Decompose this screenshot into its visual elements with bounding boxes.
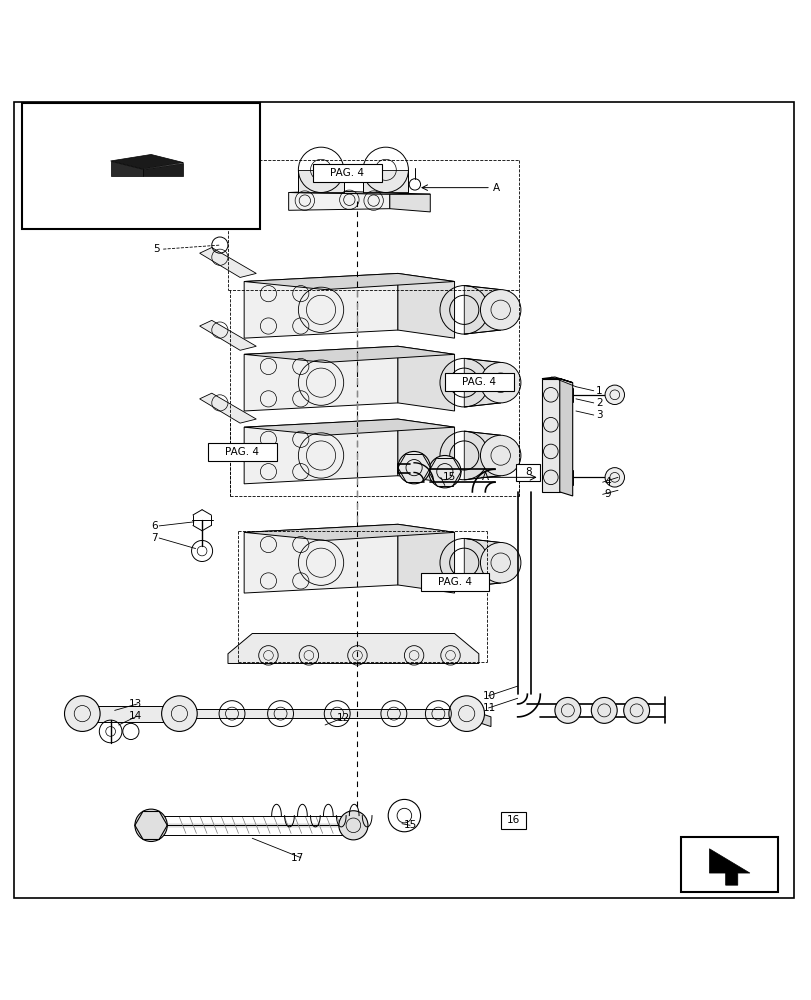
Bar [680, 837, 777, 892]
Text: 16: 16 [506, 815, 520, 825]
Text: 14: 14 [129, 711, 142, 721]
Polygon shape [709, 849, 749, 885]
Text: 2: 2 [595, 398, 602, 408]
Text: 6: 6 [151, 521, 157, 531]
Text: 4: 4 [603, 477, 610, 487]
Polygon shape [46, 188, 143, 213]
Bar [22, 103, 260, 229]
Circle shape [397, 451, 430, 484]
Text: 3: 3 [595, 410, 602, 420]
Circle shape [590, 697, 616, 723]
Circle shape [554, 697, 580, 723]
Bar [312, 164, 381, 182]
Circle shape [448, 696, 484, 731]
Text: A: A [482, 472, 488, 482]
Polygon shape [397, 273, 454, 338]
Polygon shape [143, 163, 183, 176]
Circle shape [480, 435, 521, 476]
Polygon shape [397, 524, 454, 593]
Bar [208, 443, 277, 461]
Polygon shape [200, 393, 256, 423]
Polygon shape [559, 379, 572, 496]
Polygon shape [179, 709, 466, 718]
Text: A: A [493, 183, 500, 193]
Circle shape [604, 468, 624, 487]
Polygon shape [90, 706, 179, 722]
Polygon shape [541, 377, 572, 383]
Polygon shape [288, 191, 430, 194]
Polygon shape [110, 161, 143, 176]
Polygon shape [143, 192, 232, 213]
Circle shape [338, 811, 367, 840]
Polygon shape [244, 273, 397, 338]
Polygon shape [244, 524, 397, 593]
Polygon shape [363, 170, 408, 192]
Polygon shape [228, 634, 478, 663]
Text: 11: 11 [483, 703, 496, 713]
Text: 15: 15 [442, 472, 455, 482]
Text: PAG. 4: PAG. 4 [461, 377, 496, 387]
Bar [501, 812, 525, 829]
Polygon shape [244, 524, 454, 540]
Polygon shape [200, 248, 256, 277]
Text: 17: 17 [290, 853, 304, 863]
Polygon shape [541, 379, 559, 492]
Circle shape [135, 809, 167, 841]
Polygon shape [397, 346, 454, 411]
Circle shape [604, 385, 624, 405]
Text: 1: 1 [595, 386, 602, 396]
Polygon shape [464, 431, 500, 480]
Polygon shape [389, 194, 430, 212]
Text: 5: 5 [153, 244, 160, 254]
Text: PAG. 4: PAG. 4 [437, 577, 471, 587]
Circle shape [428, 455, 461, 488]
Circle shape [623, 697, 649, 723]
Circle shape [64, 696, 100, 731]
Polygon shape [244, 346, 454, 362]
Polygon shape [200, 320, 256, 350]
Polygon shape [288, 192, 389, 210]
Text: 9: 9 [603, 489, 610, 499]
Polygon shape [298, 170, 343, 192]
Polygon shape [464, 358, 500, 407]
Polygon shape [466, 709, 491, 727]
Bar [444, 373, 513, 391]
Polygon shape [244, 419, 454, 435]
Circle shape [161, 696, 197, 731]
Text: 7: 7 [151, 533, 157, 543]
Circle shape [480, 542, 521, 583]
Circle shape [480, 290, 521, 330]
Bar [516, 464, 539, 481]
Text: 8: 8 [524, 467, 531, 477]
Polygon shape [244, 273, 454, 290]
Polygon shape [464, 286, 500, 334]
Polygon shape [244, 419, 397, 484]
Bar [420, 573, 489, 591]
Polygon shape [397, 419, 454, 484]
Polygon shape [464, 538, 500, 587]
Circle shape [480, 362, 521, 403]
Text: PAG. 4: PAG. 4 [225, 447, 259, 457]
Text: 12: 12 [337, 713, 350, 723]
Polygon shape [46, 176, 232, 205]
Polygon shape [110, 154, 183, 169]
Text: 13: 13 [129, 699, 142, 709]
Text: 15: 15 [403, 820, 416, 830]
Text: 10: 10 [483, 691, 496, 701]
Polygon shape [244, 346, 397, 411]
Text: PAG. 4: PAG. 4 [330, 168, 364, 178]
